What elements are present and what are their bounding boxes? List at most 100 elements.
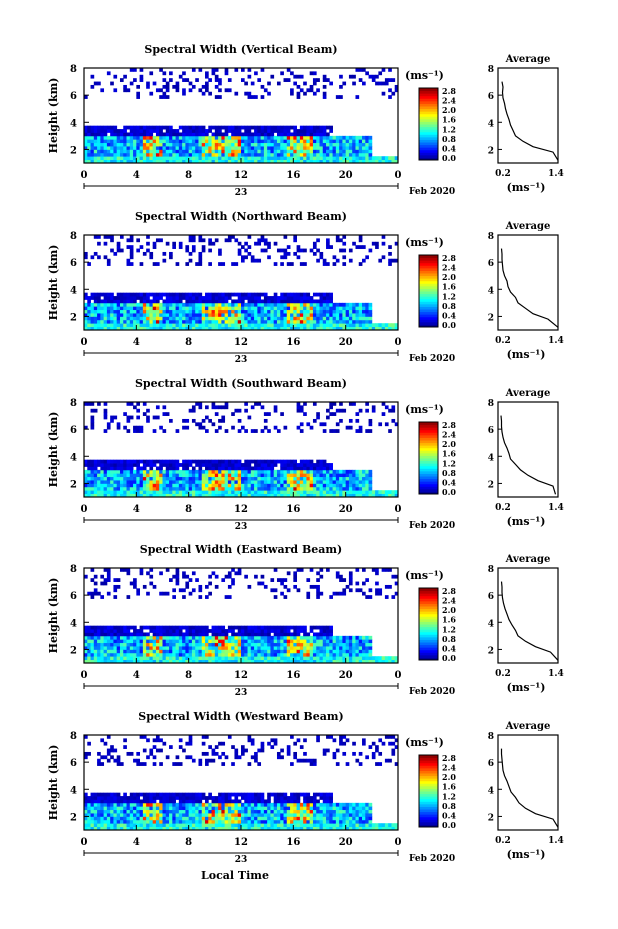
heatmap-cell xyxy=(103,323,108,328)
heatmap-cell xyxy=(312,135,317,140)
heatmap-cell xyxy=(152,135,157,140)
heatmap-cell xyxy=(227,296,232,300)
heatmap-cell xyxy=(139,299,144,304)
heatmap-cell xyxy=(93,642,98,647)
heatmap-cell xyxy=(172,319,176,324)
heatmap-cell xyxy=(169,135,173,140)
heatmap-cell xyxy=(309,156,314,161)
heatmap-cell xyxy=(106,459,111,464)
heatmap-cell xyxy=(155,483,160,488)
heatmap-cell xyxy=(87,635,91,640)
heatmap-cell xyxy=(388,159,392,164)
heatmap-cell xyxy=(250,429,255,433)
heatmap-cell xyxy=(110,799,114,804)
heatmap-cell xyxy=(123,88,127,93)
heatmap-cell xyxy=(342,476,347,481)
heatmap-cell xyxy=(335,486,340,491)
heatmap-cell xyxy=(365,652,369,657)
heatmap-cell xyxy=(326,146,330,150)
heatmap-cell xyxy=(309,71,314,76)
colorbar-step xyxy=(419,613,438,617)
heatmap-cell xyxy=(371,493,376,498)
heatmap-cell xyxy=(263,659,268,664)
average-y-tick-label: 4 xyxy=(488,453,494,463)
colorbar-tick-label: 2.8 xyxy=(442,253,456,263)
heatmap-cell xyxy=(260,483,265,488)
heatmap-cell xyxy=(165,632,170,637)
heatmap-cell xyxy=(250,642,255,647)
heatmap-cell xyxy=(198,649,203,654)
heatmap-cell xyxy=(146,473,150,478)
heatmap-cell xyxy=(195,463,199,467)
heatmap-cell xyxy=(368,483,373,488)
heatmap-cell xyxy=(195,309,199,314)
heatmap-cell xyxy=(103,429,108,433)
heatmap-cell xyxy=(106,578,111,582)
heatmap-cell xyxy=(299,625,304,630)
heatmap-cell xyxy=(339,309,343,314)
heatmap-cell xyxy=(237,326,242,331)
heatmap-cell xyxy=(182,595,186,599)
heatmap-cell xyxy=(146,326,150,331)
heatmap-cell xyxy=(227,480,232,484)
heatmap-cell xyxy=(100,480,105,484)
heatmap-cell xyxy=(234,302,239,307)
heatmap-cell xyxy=(260,299,265,304)
heatmap-cell xyxy=(267,459,271,464)
heatmap-cell xyxy=(149,476,154,481)
heatmap-cell xyxy=(103,299,108,304)
heatmap-cell xyxy=(293,571,298,576)
heatmap-cell xyxy=(159,129,163,133)
heatmap-cell xyxy=(172,483,176,488)
heatmap-cell xyxy=(146,463,150,467)
heatmap-cell xyxy=(355,309,360,314)
heatmap-cell xyxy=(165,591,170,596)
heatmap-cell xyxy=(106,796,111,800)
heatmap-cell xyxy=(250,476,255,481)
heatmap-cell xyxy=(133,581,137,586)
heatmap-cell xyxy=(142,132,147,137)
heatmap-cell xyxy=(126,309,131,314)
heatmap-cell xyxy=(237,159,242,164)
heatmap-cell xyxy=(306,139,311,144)
heatmap-cell xyxy=(84,483,88,488)
heatmap-cell xyxy=(286,142,291,147)
heatmap-cell xyxy=(139,132,144,137)
heatmap-cell xyxy=(286,135,291,140)
heatmap-cell xyxy=(224,635,229,640)
heatmap-cell xyxy=(221,316,226,321)
heatmap-cell xyxy=(211,319,216,324)
heatmap-cell xyxy=(188,306,193,311)
heatmap-cell xyxy=(280,306,284,311)
heatmap-cell xyxy=(103,490,108,495)
x-tick-label: 0 xyxy=(81,170,88,181)
heatmap-cell xyxy=(267,463,271,467)
heatmap-cell xyxy=(182,135,186,140)
y-tick-label: 6 xyxy=(70,425,77,436)
heatmap-cell xyxy=(339,238,343,243)
heatmap-cell xyxy=(290,659,294,664)
heatmap-cell xyxy=(93,159,98,164)
heatmap-cell xyxy=(136,476,141,481)
heatmap-cell xyxy=(123,469,127,474)
heatmap-cell xyxy=(169,255,173,260)
heatmap-cell xyxy=(218,309,222,314)
heatmap-cell xyxy=(348,135,353,140)
heatmap-cell xyxy=(188,483,193,488)
heatmap-cell xyxy=(93,813,98,817)
heatmap-cell xyxy=(116,659,121,664)
heatmap-cell xyxy=(84,826,88,831)
heatmap-cell xyxy=(319,493,324,498)
heatmap-cell xyxy=(142,313,147,317)
heatmap-cell xyxy=(188,469,193,474)
heatmap-cell xyxy=(316,132,320,137)
heatmap-cell xyxy=(358,142,363,147)
heatmap-cell xyxy=(218,463,222,467)
heatmap-cell xyxy=(201,313,206,317)
heatmap-cell xyxy=(348,656,353,661)
average-y-tick-label: 4 xyxy=(488,286,494,296)
heatmap-cell xyxy=(231,146,235,150)
heatmap-cell xyxy=(234,313,239,317)
heatmap-cell xyxy=(332,302,337,307)
heatmap-cell xyxy=(165,152,170,157)
